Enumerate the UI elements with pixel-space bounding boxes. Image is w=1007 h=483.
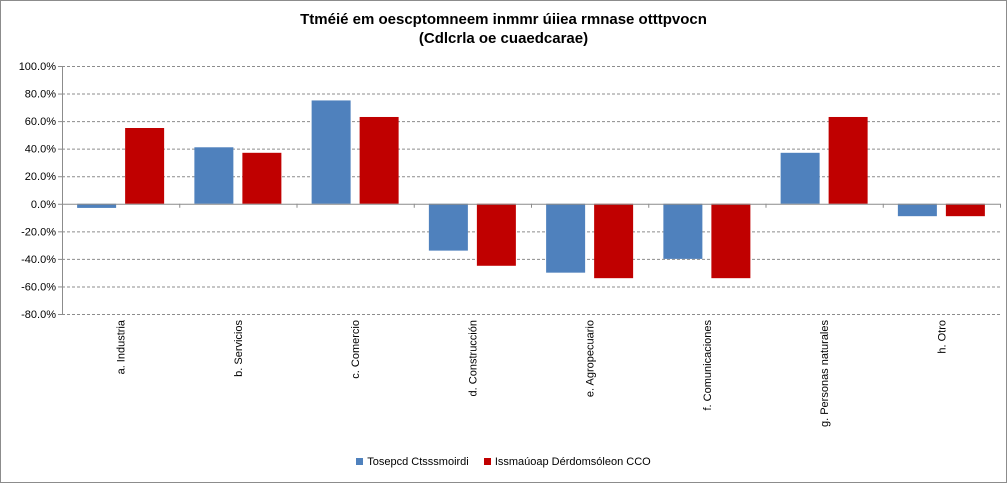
bar-2-1 [242, 152, 282, 204]
y-tick-label: 80.0% [25, 89, 56, 101]
legend-swatch-series-1 [356, 457, 364, 465]
bar-1-1 [194, 147, 234, 204]
chart-title-line-2: (Cdlcrla oe cuaedcarae) [418, 30, 589, 47]
y-tick-label: -60.0% [21, 281, 56, 293]
category-label: c. Comercio [350, 320, 362, 379]
y-tick-label: 0.0% [31, 199, 56, 211]
bar-2-5 [711, 203, 751, 279]
y-tick-label: -80.0% [21, 309, 56, 321]
category-label: b. Servicios [233, 320, 245, 377]
y-tick-labels: 100.0% 80.0% 60.0% 40.0% 20.0% 0.0% -20.0% -40.… [19, 61, 57, 321]
chart-title-line-1: Ttméié em oescptomneem inmmr úiiea rmnas… [300, 11, 707, 28]
bars [77, 100, 985, 279]
legend-label-series-1: Tosepcd Ctsssmoirdi [367, 456, 469, 468]
bar-2-0 [125, 128, 165, 204]
y-tick-label: 60.0% [25, 116, 56, 128]
y-tick-label: -20.0% [21, 226, 56, 238]
category-label: d. Construcción [467, 320, 479, 396]
category-label: e. Agropecuario [585, 320, 597, 397]
category-label: h. Otro [936, 320, 948, 354]
bar-2-2 [359, 116, 399, 204]
category-label: f. Comunicaciones [702, 320, 714, 411]
bar-1-3 [428, 203, 468, 251]
legend-swatch-series-2 [483, 457, 491, 465]
legend-item-series-1: Tosepcd Ctsssmoirdi [356, 456, 469, 468]
category-labels: a. Industria b. Servicios c. Comercio d. Co… [116, 319, 949, 427]
legend-label-series-2: Issmaúoap Dérdomsóleon CCO [494, 456, 651, 468]
bar-1-5 [663, 203, 703, 259]
bar-2-3 [476, 203, 516, 266]
axes [58, 66, 1001, 315]
category-label: g. Personas naturales [819, 320, 831, 428]
y-tick-label: 40.0% [25, 144, 56, 156]
bar-2-6 [828, 116, 868, 204]
bar-2-4 [594, 203, 634, 279]
y-tick-label: 100.0% [19, 61, 57, 73]
bar-1-4 [546, 203, 586, 273]
bar-1-0 [77, 203, 117, 208]
bar-1-7 [897, 203, 937, 217]
legend-item-series-2: Issmaúoap Dérdomsóleon CCO [483, 456, 651, 468]
legend: Tosepcd Ctsssmoirdi Issmaúoap Dérdomsóle… [0, 456, 1007, 468]
bar-1-6 [780, 152, 820, 204]
y-tick-label: -40.0% [21, 254, 56, 266]
bar-2-7 [945, 203, 985, 217]
y-tick-label: 20.0% [25, 171, 56, 183]
bar-1-2 [311, 100, 351, 204]
chart-title: Ttméié em oescptomneem inmmr úiiea rmnas… [0, 10, 1007, 48]
category-label: a. Industria [116, 319, 128, 374]
